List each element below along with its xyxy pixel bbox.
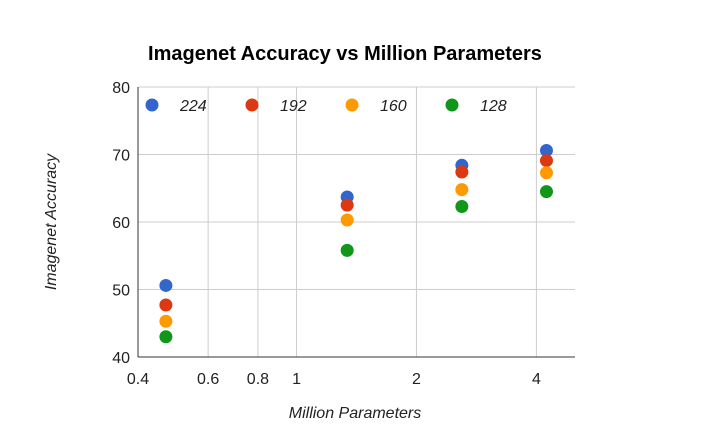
data-point-160	[539, 166, 553, 180]
y-tick-label: 50	[112, 283, 130, 300]
y-axis-label: Imagenet Accuracy	[43, 153, 60, 290]
grid-layer	[138, 86, 575, 357]
y-tick-label: 60	[112, 215, 130, 232]
data-point-128	[455, 199, 469, 213]
tick-layer: 40 50 60 70 80 0.4 0.6 0.8 1 2 4	[112, 80, 541, 388]
data-point-128	[159, 330, 173, 344]
legend-item-224[interactable]: 224	[145, 98, 207, 115]
data-point-160	[455, 183, 469, 197]
data-point-192	[455, 165, 469, 179]
x-tick-label: 0.6	[197, 371, 219, 388]
point-layer	[159, 143, 553, 344]
legend-item-128[interactable]: 128	[445, 98, 507, 115]
data-point-224	[159, 278, 173, 292]
x-tick-label: 2	[412, 371, 421, 388]
data-point-224	[539, 143, 553, 157]
legend-marker	[445, 98, 459, 112]
legend-label: 128	[480, 98, 507, 115]
legend-label: 160	[380, 98, 407, 115]
x-tick-label: 1	[292, 371, 301, 388]
data-point-160	[340, 213, 354, 227]
x-tick-label: 0.8	[247, 371, 269, 388]
axis-layer	[137, 87, 575, 358]
legend-marker	[145, 98, 159, 112]
y-tick-label: 40	[112, 350, 130, 367]
data-point-192	[159, 298, 173, 312]
data-point-192	[539, 154, 553, 168]
y-tick-label: 70	[112, 148, 130, 165]
legend-label: 192	[280, 98, 307, 115]
legend-label: 224	[179, 98, 207, 115]
data-point-128	[340, 243, 354, 257]
legend[interactable]: 224 192 160 128	[145, 98, 507, 115]
y-tick-label: 80	[112, 80, 130, 97]
x-tick-label: 0.4	[127, 371, 149, 388]
chart-title: Imagenet Accuracy vs Million Parameters	[148, 43, 542, 65]
data-point-192	[340, 198, 354, 212]
x-tick-label: 4	[532, 371, 541, 388]
legend-marker	[345, 98, 359, 112]
legend-item-192[interactable]: 192	[245, 98, 307, 115]
x-axis-label: Million Parameters	[289, 405, 421, 422]
legend-marker	[245, 98, 259, 112]
data-point-128	[539, 185, 553, 199]
legend-item-160[interactable]: 160	[345, 98, 407, 115]
data-point-160	[159, 314, 173, 328]
